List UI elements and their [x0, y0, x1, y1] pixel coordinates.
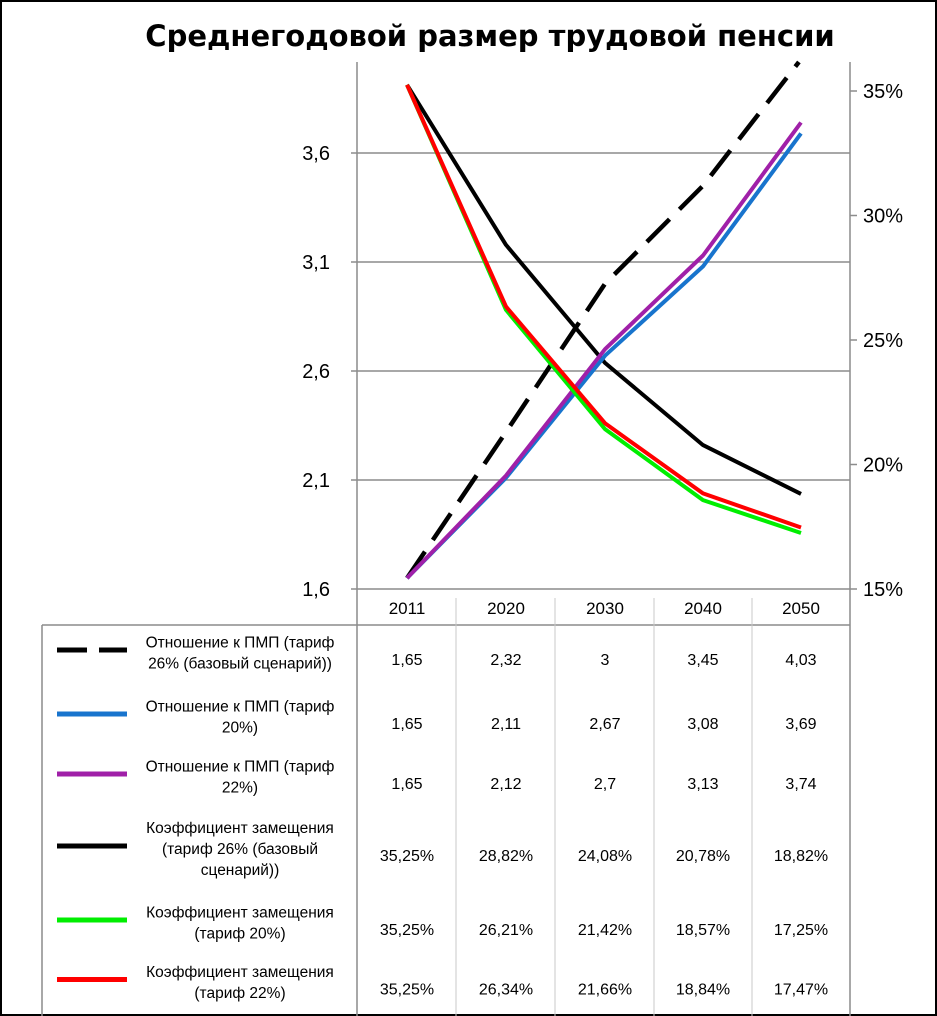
table-cell: 26,34%	[479, 982, 533, 999]
legend-label: Коэффициент замещения	[146, 964, 334, 981]
table-cell: 35,25%	[380, 922, 434, 939]
table-cell: 3	[601, 652, 610, 669]
table-cell: 35,25%	[380, 982, 434, 999]
table-cell: 3,74	[785, 776, 816, 793]
table-cell: 21,66%	[578, 982, 632, 999]
table-cell: 3,69	[785, 716, 816, 733]
data-table: Отношение к ПМП (тариф 26% (базовый сцена…	[41, 598, 850, 1016]
table-cell: 1,65	[391, 716, 422, 733]
table-cell: 28,82%	[479, 848, 533, 865]
grid-lines	[357, 152, 850, 481]
table-cell: 4,03	[785, 652, 816, 669]
x-tick-label: 2030	[586, 599, 624, 618]
legend-label: 26% (базовый сценарий))	[148, 656, 332, 673]
x-tick-label: 2050	[782, 599, 820, 618]
chart-title: Среднегодовой размер трудовой пенсии	[145, 19, 834, 53]
table-cell: 2,12	[490, 776, 521, 793]
y-left-ticks: 1,6 2,1 2,6 3,1 3,6	[302, 143, 357, 601]
y-left-tick-label: 3,1	[302, 252, 330, 274]
table-cell: 1,65	[391, 776, 422, 793]
table-cell: 18,82%	[774, 848, 828, 865]
table-cell: 3,08	[687, 716, 718, 733]
table-cell: 2,11	[491, 716, 521, 733]
legend-label: Коэффициент замещения	[146, 905, 334, 922]
table-cell: 20,78%	[676, 848, 730, 865]
y-left-tick-label: 3,6	[302, 143, 330, 165]
y-right-tick-label: 25%	[863, 330, 903, 352]
x-tick-label: 2040	[684, 599, 722, 618]
legend-label: Отношение к ПМП (тариф	[146, 759, 335, 776]
legend-label: (тариф 20%)	[194, 926, 285, 943]
series-line	[405, 60, 801, 580]
x-ticks: 2011 2020 2030 2040 2050	[389, 599, 820, 618]
legend-label: 20%)	[222, 720, 258, 737]
series-lines	[405, 60, 803, 580]
y-right-tick-label: 35%	[863, 81, 903, 103]
legend-label: Отношение к ПМП (тариф	[146, 699, 335, 716]
y-left-tick-label: 2,1	[302, 470, 330, 492]
table-cell: 18,84%	[676, 982, 730, 999]
y-right-ticks: 15% 20% 25% 30% 35%	[850, 81, 903, 601]
y-right-tick-label: 15%	[863, 579, 903, 601]
y-left-tick-label: 2,6	[302, 361, 330, 383]
table-cell: 18,57%	[676, 922, 730, 939]
table-cell: 17,47%	[774, 982, 828, 999]
series-line	[405, 121, 803, 580]
legend-label: (тариф 22%)	[194, 985, 285, 1002]
table-cell: 1,65	[391, 652, 422, 669]
table-cell: 24,08%	[578, 848, 632, 865]
table-cell: 21,42%	[578, 922, 632, 939]
series-line	[405, 83, 802, 530]
x-tick-label: 2020	[487, 599, 525, 618]
legend-label: 22%)	[222, 780, 258, 797]
table-cell: 17,25%	[774, 922, 828, 939]
table-cell: 26,21%	[479, 922, 533, 939]
table-cell: 3,13	[687, 776, 718, 793]
table-cell: 2,32	[490, 652, 521, 669]
y-left-tick-label: 1,6	[302, 579, 330, 601]
y-right-tick-label: 30%	[863, 206, 903, 228]
y-right-tick-label: 20%	[863, 455, 903, 477]
table-cell: 2,67	[589, 716, 620, 733]
series-line	[405, 83, 802, 496]
legend-label: (тариф 26% (базовый	[162, 841, 318, 858]
table-cell: 35,25%	[380, 848, 434, 865]
legend-label: сценарий))	[201, 862, 280, 879]
axes	[356, 62, 851, 1016]
table-cell: 2,7	[594, 776, 616, 793]
x-tick-label: 2011	[389, 599, 426, 618]
table-cell: 3,45	[687, 652, 718, 669]
legend-label: Коэффициент замещения	[146, 820, 334, 837]
legend-label: Отношение к ПМП (тариф	[146, 635, 335, 652]
